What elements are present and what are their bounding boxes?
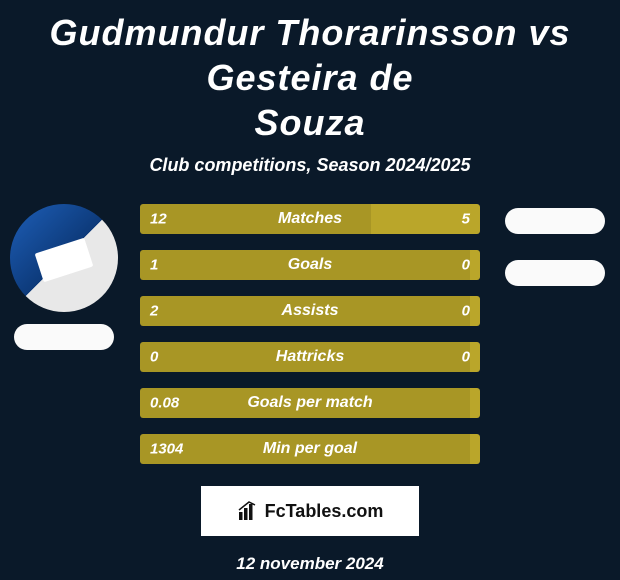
stat-value-left: 0 [150,349,158,366]
player-card-left [10,204,118,350]
player-name-pill-right-2 [505,260,605,286]
stat-label: Hattricks [276,348,344,366]
page-title: Gudmundur Thorarinsson vs Gesteira de So… [0,0,620,145]
title-line-2: Souza [254,102,365,143]
subtitle: Club competitions, Season 2024/2025 [0,155,620,176]
date-text: 12 november 2024 [0,554,620,574]
stat-value-left: 1304 [150,441,183,458]
stat-label: Goals per match [247,394,372,412]
stat-bar-row: 1 0 Goals [140,250,480,280]
brand-text: FcTables.com [265,501,384,522]
chart-icon [237,500,259,522]
stat-value-right: 5 [462,211,470,228]
stat-label: Goals [288,256,332,274]
title-line-1: Gudmundur Thorarinsson vs Gesteira de [49,12,570,98]
stat-bar-row: 2 0 Assists [140,296,480,326]
stat-bar-row: 0.08 Goals per match [140,388,480,418]
stat-bar-right-seg [470,342,480,372]
player-name-pill-left [14,324,114,350]
stat-bar-row: 0 0 Hattricks [140,342,480,372]
stat-bar-right-seg [470,250,480,280]
stat-value-left: 0.08 [150,395,179,412]
stat-label: Min per goal [263,440,357,458]
stat-label: Assists [282,302,339,320]
stat-bar-right-seg [470,434,480,464]
stat-bar-right-seg [470,388,480,418]
stat-bars: 12 5 Matches 1 0 Goals 2 0 Assists 0 0 Hattricks 0.0… [140,204,480,464]
player-avatar-left [10,204,118,312]
stat-value-right: 0 [462,349,470,366]
comparison-content: 12 5 Matches 1 0 Goals 2 0 Assists 0 0 Hattricks 0.0… [0,204,620,464]
stat-value-left: 2 [150,303,158,320]
player-card-right [500,204,610,286]
stat-value-left: 12 [150,211,167,228]
stat-value-right: 0 [462,257,470,274]
stat-value-left: 1 [150,257,158,274]
stat-label: Matches [278,210,342,228]
stat-bar-right-seg [470,296,480,326]
stat-bar-row: 1304 Min per goal [140,434,480,464]
brand-box[interactable]: FcTables.com [201,486,419,536]
stat-bar-row: 12 5 Matches [140,204,480,234]
player-name-pill-right-1 [505,208,605,234]
stat-value-right: 0 [462,303,470,320]
